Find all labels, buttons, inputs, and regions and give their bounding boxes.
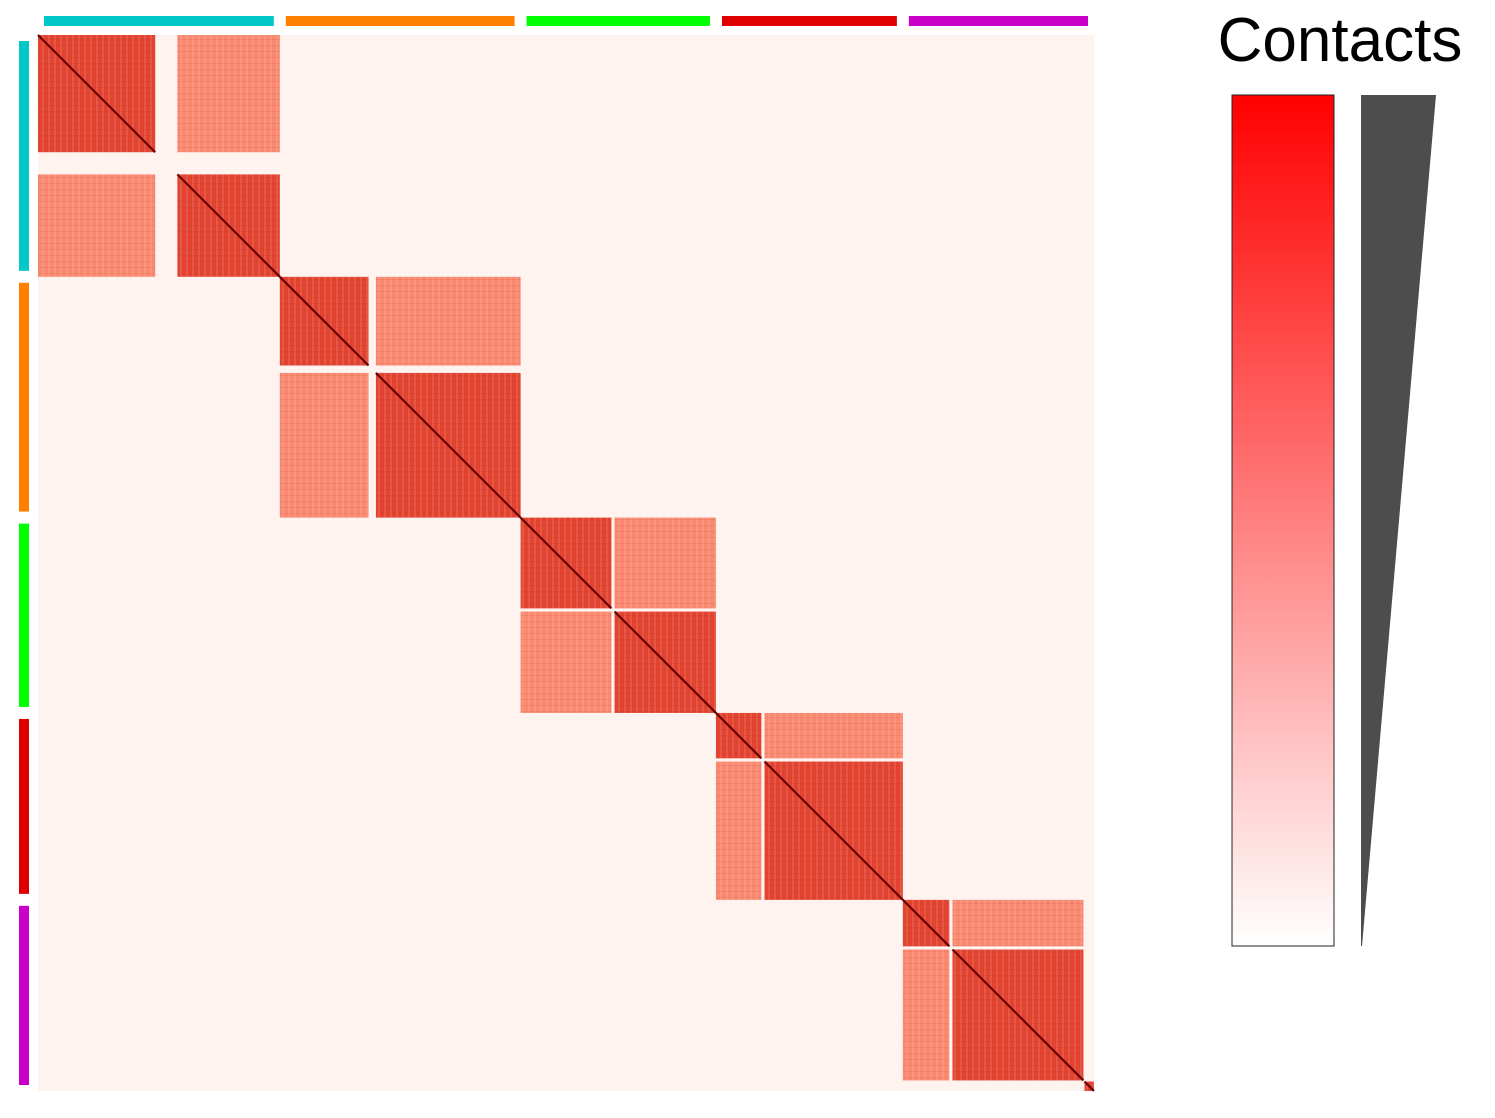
top-group-bar-4 xyxy=(908,16,1088,26)
top-group-bar-0 xyxy=(44,16,274,26)
diagonal-segment-0 xyxy=(37,34,156,153)
diagonal-segment-5 xyxy=(613,610,717,714)
top-group-bars xyxy=(44,16,1088,26)
contact-texture-4-0-1 xyxy=(952,899,1084,947)
diagonal-segment-9 xyxy=(951,948,1085,1082)
diagonal-segment-6 xyxy=(715,712,763,760)
diagonal-segment-2 xyxy=(279,276,370,367)
top-group-bar-2 xyxy=(526,16,710,26)
top-group-bar-3 xyxy=(721,16,897,26)
legend-wedge xyxy=(1361,95,1436,946)
diagonal-segment-3 xyxy=(375,372,522,519)
left-group-bars xyxy=(19,41,29,1085)
contact-texture-4-1-0 xyxy=(902,949,950,1081)
left-group-bar-0 xyxy=(19,41,29,271)
left-group-bar-3 xyxy=(19,718,29,894)
left-group-bar-2 xyxy=(19,523,29,707)
diagonal-segment-10 xyxy=(1083,1080,1095,1092)
diagonal-segment-8 xyxy=(902,899,951,948)
legend xyxy=(1231,94,1436,947)
contact-texture-1-1-0 xyxy=(279,372,369,518)
diagonal-segment-4 xyxy=(519,516,613,610)
left-group-bar-4 xyxy=(19,905,29,1085)
contact-texture-0-0-1 xyxy=(177,35,280,153)
legend-color-bar xyxy=(1231,94,1335,947)
contact-texture-1-0-1 xyxy=(375,276,521,366)
contact-texture-2-0-1 xyxy=(614,517,716,609)
contact-texture-0-1-0 xyxy=(38,174,156,277)
contact-texture-2-1-0 xyxy=(520,611,612,713)
top-group-bar-1 xyxy=(285,16,515,26)
contact-texture-3-1-0 xyxy=(715,761,762,900)
legend-title: Contacts xyxy=(1217,6,1463,75)
contact-texture-3-0-1 xyxy=(764,712,903,759)
diagonal-segment-7 xyxy=(763,760,904,901)
contact-matrix xyxy=(37,34,1095,1092)
diagonal-segment-1 xyxy=(176,173,281,278)
left-group-bar-1 xyxy=(19,282,29,512)
